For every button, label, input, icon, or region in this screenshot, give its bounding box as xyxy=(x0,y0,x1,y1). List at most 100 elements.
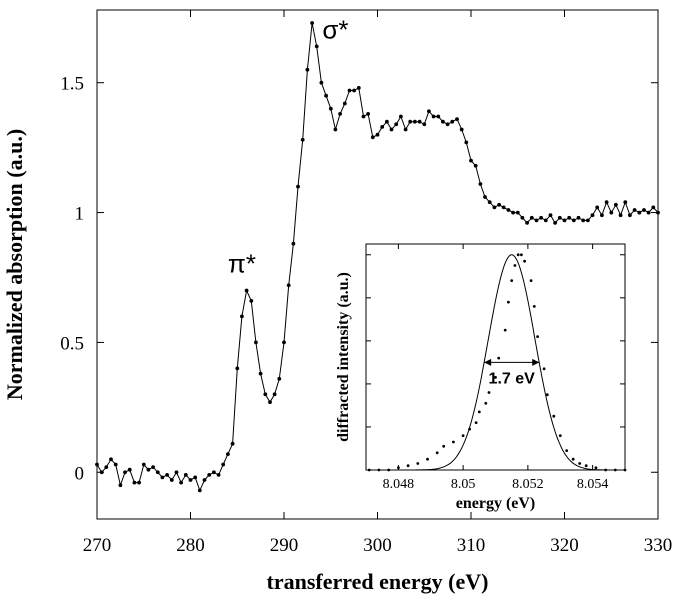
data-point xyxy=(169,478,174,482)
inset-data-point xyxy=(536,335,539,338)
inset-x-tick-label: 8.052 xyxy=(512,477,544,492)
data-point xyxy=(300,137,305,142)
data-point xyxy=(478,182,483,186)
data-point xyxy=(469,158,473,163)
data-point xyxy=(361,114,366,119)
data-point xyxy=(604,200,609,205)
data-point xyxy=(277,376,282,381)
fwhm-arrowhead-right xyxy=(532,358,540,366)
data-point xyxy=(492,205,497,210)
data-point xyxy=(249,299,254,303)
data-point xyxy=(193,475,198,480)
main-x-ticks: 270 280 290 300 310 320 330 xyxy=(83,10,673,556)
data-point xyxy=(614,202,618,207)
inset-data-point xyxy=(510,279,514,282)
x-tick-label: 310 xyxy=(457,535,486,556)
inset-data-point xyxy=(474,421,478,424)
data-point xyxy=(132,480,137,485)
data-point xyxy=(487,200,492,205)
data-point xyxy=(282,340,286,345)
inset-x-tick-label: 8.05 xyxy=(451,477,476,492)
data-point xyxy=(370,135,375,140)
data-point xyxy=(511,210,515,215)
inset-data-point xyxy=(494,376,497,379)
inset-data-point xyxy=(558,434,562,437)
data-point xyxy=(151,465,156,469)
data-point xyxy=(483,195,487,199)
peak-annotation-0: π* xyxy=(228,248,256,278)
data-point xyxy=(230,441,235,446)
inset-data-point xyxy=(552,414,556,418)
data-point xyxy=(254,340,258,345)
x-tick-label: 330 xyxy=(644,535,673,556)
inset-data-point xyxy=(507,300,510,304)
data-point xyxy=(431,114,436,119)
data-point xyxy=(216,473,221,477)
data-point xyxy=(352,88,356,93)
data-point xyxy=(609,210,614,215)
inset-data-point xyxy=(503,328,507,332)
data-point xyxy=(646,210,651,215)
data-point xyxy=(380,125,385,129)
data-point xyxy=(179,480,184,485)
data-point xyxy=(571,218,576,223)
data-point xyxy=(581,218,586,223)
inset-data-point xyxy=(468,427,471,431)
data-point xyxy=(165,473,170,477)
data-point xyxy=(399,114,403,119)
inset-data-point xyxy=(545,393,549,397)
inset-data-point xyxy=(529,279,533,282)
data-point xyxy=(422,122,427,127)
data-point xyxy=(155,470,160,475)
main-y-ticks: 0 0.5 1 1.5 xyxy=(60,74,658,484)
data-point xyxy=(197,488,202,493)
inset-data-point xyxy=(532,305,536,308)
inset-x-axis-title: energy (eV) xyxy=(456,495,536,512)
inset-x-tick-label: 8.054 xyxy=(577,477,609,492)
data-point xyxy=(623,200,628,205)
inset-data-point xyxy=(484,401,488,405)
inset-data-point xyxy=(604,468,607,472)
data-point xyxy=(99,470,104,475)
inset-data-points xyxy=(367,253,627,472)
data-point xyxy=(595,205,600,210)
main-series xyxy=(95,21,660,493)
data-point xyxy=(576,215,581,220)
inset-data-point xyxy=(523,259,526,263)
main-x-axis-title: transferred energy (eV) xyxy=(267,569,489,594)
data-point xyxy=(356,86,361,90)
inset-plot-frame xyxy=(365,243,626,471)
data-point xyxy=(506,208,511,212)
data-point xyxy=(403,127,408,132)
y-tick-label: 0 xyxy=(75,463,85,484)
inset-data-point xyxy=(397,466,400,470)
data-point xyxy=(212,470,216,475)
y-tick-label: 1 xyxy=(75,204,85,225)
data-point xyxy=(366,112,370,116)
data-point xyxy=(618,213,623,218)
inset-data-point xyxy=(497,356,501,360)
data-point xyxy=(221,462,226,467)
data-point xyxy=(413,119,417,124)
data-point xyxy=(123,470,127,475)
inset-data-point xyxy=(613,468,617,472)
inset-data-point xyxy=(520,253,523,257)
data-point xyxy=(375,132,380,137)
data-point xyxy=(590,213,595,218)
data-point xyxy=(286,283,291,288)
data-point xyxy=(548,213,553,218)
data-point xyxy=(305,67,310,72)
data-point xyxy=(338,112,342,116)
peak-annotation-1: σ* xyxy=(322,15,348,45)
data-point xyxy=(539,215,543,220)
data-point xyxy=(174,470,179,475)
x-tick-label: 280 xyxy=(176,535,205,556)
inset-data-point xyxy=(387,468,391,472)
data-point xyxy=(567,215,572,220)
data-point xyxy=(113,462,118,467)
inset-data-point xyxy=(377,468,381,472)
data-point xyxy=(651,205,656,210)
fwhm-arrowhead-left xyxy=(484,358,492,366)
inset-plot: 8.048 8.05 8.052 8.054 1.7 eV energy (eV) d… xyxy=(335,243,627,512)
data-point xyxy=(141,462,146,467)
